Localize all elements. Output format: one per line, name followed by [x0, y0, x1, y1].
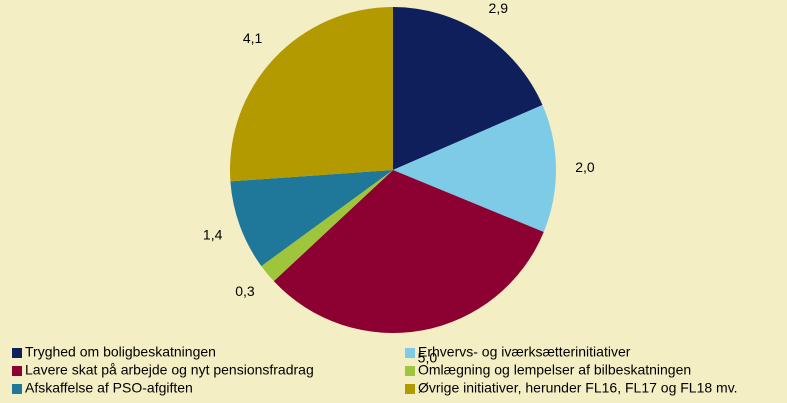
- legend-swatch: [12, 384, 22, 394]
- legend-label: Afskaffelse af PSO-afgiften: [25, 380, 193, 396]
- data-label: 2,0: [575, 159, 595, 175]
- pie-slice: [230, 7, 393, 182]
- data-label: 2,9: [489, 0, 509, 16]
- legend-swatch: [12, 348, 22, 358]
- legend-label: Lavere skat på arbejde og nyt pensionsfr…: [25, 362, 314, 378]
- pie-slice: [393, 7, 543, 170]
- legend-swatch: [405, 348, 415, 358]
- legend-label: Øvrige initiativer, herunder FL16, FL17 …: [418, 380, 738, 396]
- data-label: 4,1: [243, 30, 263, 46]
- data-label: 1,4: [203, 227, 223, 243]
- pie-slice: [273, 170, 544, 333]
- data-label: 0,3: [235, 283, 255, 299]
- legend-swatch: [405, 366, 415, 376]
- pie-slice: [393, 104, 557, 233]
- legend-label: Erhvervs- og iværksætterinitiativer: [418, 344, 631, 360]
- legend-swatch: [12, 366, 22, 376]
- data-label: 5,0: [418, 350, 438, 366]
- pie-slice: [230, 170, 393, 267]
- legend-label: Tryghed om boligbeskatningen: [25, 344, 216, 360]
- pie-slice: [261, 170, 393, 282]
- legend-label: Omlægning og lempelser af bilbeskatninge…: [418, 362, 691, 378]
- legend-swatch: [405, 384, 415, 394]
